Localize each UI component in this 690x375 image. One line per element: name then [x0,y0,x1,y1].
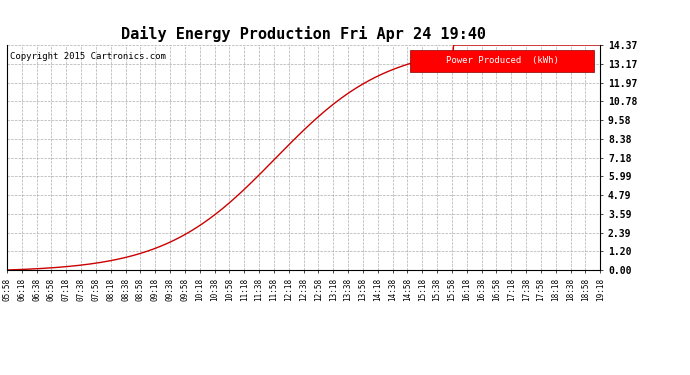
Text: Copyright 2015 Cartronics.com: Copyright 2015 Cartronics.com [10,52,166,61]
FancyBboxPatch shape [411,50,594,72]
Title: Daily Energy Production Fri Apr 24 19:40: Daily Energy Production Fri Apr 24 19:40 [121,27,486,42]
Text: Power Produced  (kWh): Power Produced (kWh) [446,56,559,65]
